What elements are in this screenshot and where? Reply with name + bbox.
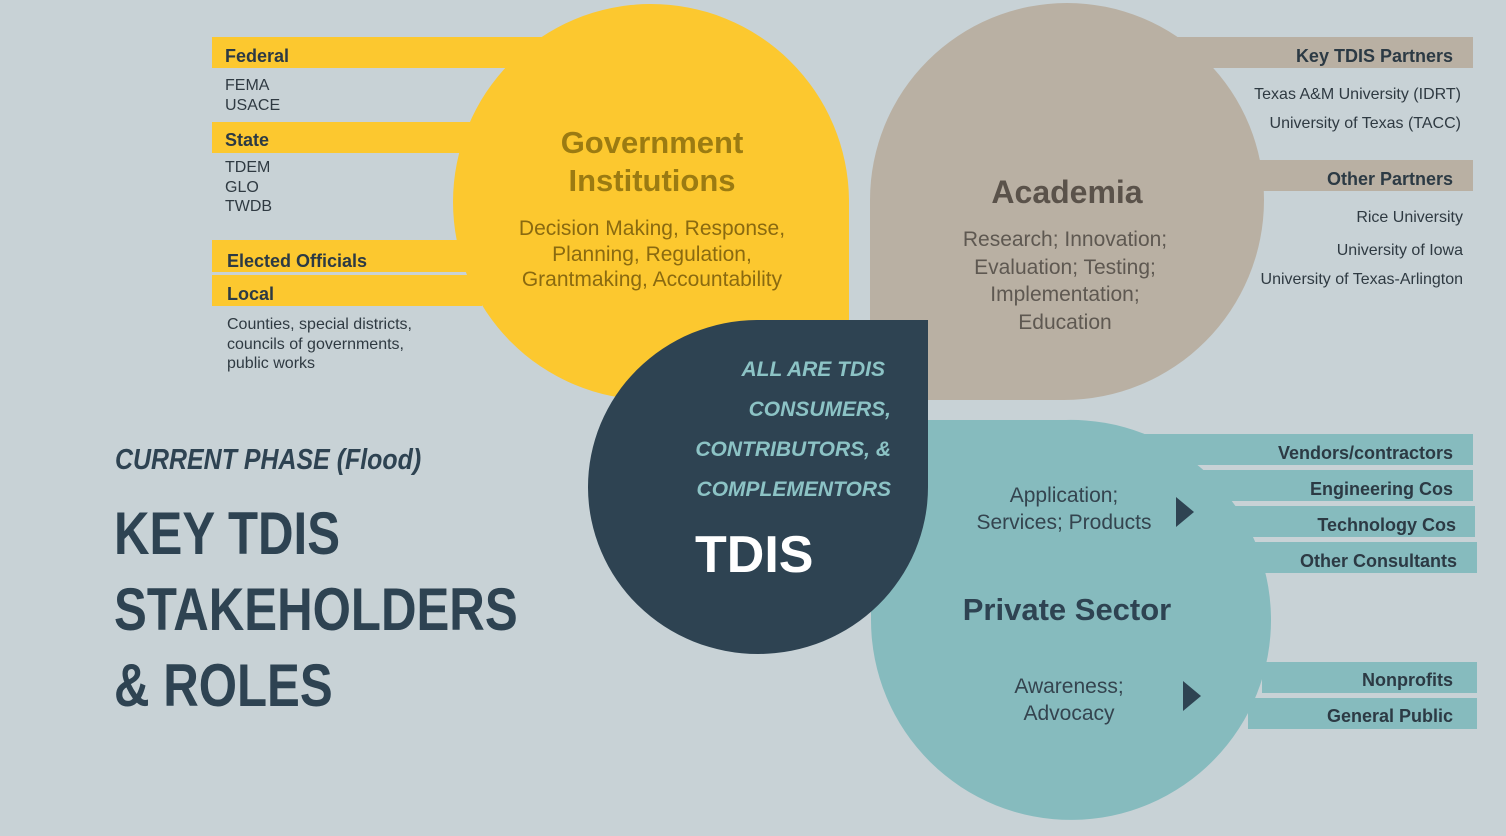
key-partners-item: Texas A&M University (IDRT) <box>1254 86 1461 103</box>
local-list: Counties, special districts, councils of… <box>227 315 412 374</box>
government-description: Decision Making, Response, Planning, Reg… <box>518 217 786 291</box>
vendors-bar <box>1140 434 1473 465</box>
key-partners-item: University of Texas (TACC) <box>1269 115 1461 132</box>
list-item: public works <box>227 355 316 372</box>
tdis-title: TDIS <box>695 526 814 584</box>
academia-shape <box>870 3 1264 400</box>
private-sector-shape <box>871 419 1271 820</box>
state-list: TDEM GLO TWDB <box>225 158 272 217</box>
academia-description: Research; Innovation; Evaluation; Testin… <box>962 228 1168 334</box>
list-item: TDEM <box>225 159 271 176</box>
tdis-consumers-text: ALL ARE TDIS CONSUMERS, CONTRIBUTORS, & … <box>695 358 891 501</box>
private-sector-item: Technology Cos <box>1317 515 1456 535</box>
federal-bar <box>212 37 552 68</box>
private-sector-role-applications: Application; Services; Products <box>976 484 1152 534</box>
elected-officials-label: Elected Officials <box>227 251 368 271</box>
page-title: KEY TDIS STAKEHOLDERS & ROLES <box>114 500 518 719</box>
list-item: FEMA <box>225 77 270 94</box>
local-label: Local <box>227 284 275 304</box>
general-public-bar <box>1248 698 1477 729</box>
private-sector-item: Other Consultants <box>1299 551 1457 571</box>
private-sector-item: Engineering Cos <box>1309 479 1453 499</box>
engineering-bar <box>1195 470 1473 501</box>
federal-label: Federal <box>225 46 290 66</box>
list-item: Counties, special districts, <box>227 316 412 333</box>
list-item: USACE <box>225 96 281 114</box>
private-sector-item: General Public <box>1326 706 1453 726</box>
key-partners-label: Key TDIS Partners <box>1295 46 1453 66</box>
technology-bar <box>1230 506 1475 537</box>
list-item: councils of governments, <box>227 335 404 353</box>
other-partners-bar <box>1250 160 1473 191</box>
private-sector-item: Vendors/contractors <box>1277 443 1453 463</box>
other-partners-item: University of Texas-Arlington <box>1260 271 1463 288</box>
private-sector-role-awareness: Awareness; Advocacy <box>1014 675 1124 725</box>
state-label: State <box>225 130 270 150</box>
key-partners-bar <box>1175 37 1473 68</box>
arrow-right-icon <box>1176 497 1194 527</box>
list-item: TWDB <box>225 198 273 215</box>
government-shape <box>453 4 849 401</box>
nonprofits-bar <box>1262 662 1477 693</box>
academia-title: Academia <box>991 174 1143 210</box>
state-bar <box>212 122 472 153</box>
government-title: Government Institutions <box>560 125 744 198</box>
list-item: GLO <box>225 178 259 196</box>
tdis-shape <box>588 320 928 654</box>
other-partners-label: Other Partners <box>1326 169 1453 189</box>
elected-officials-bar <box>212 240 467 272</box>
federal-list: FEMA USACE <box>225 76 280 115</box>
consultants-bar <box>1248 542 1477 573</box>
local-bar <box>212 275 482 306</box>
current-phase-label: CURRENT PHASE (Flood) <box>115 444 422 476</box>
other-partners-item: Rice University <box>1356 209 1463 226</box>
private-sector-item: Nonprofits <box>1362 670 1453 690</box>
other-partners-item: University of Iowa <box>1336 242 1463 259</box>
private-sector-title: Private Sector <box>962 592 1172 627</box>
arrow-right-icon <box>1183 681 1201 711</box>
